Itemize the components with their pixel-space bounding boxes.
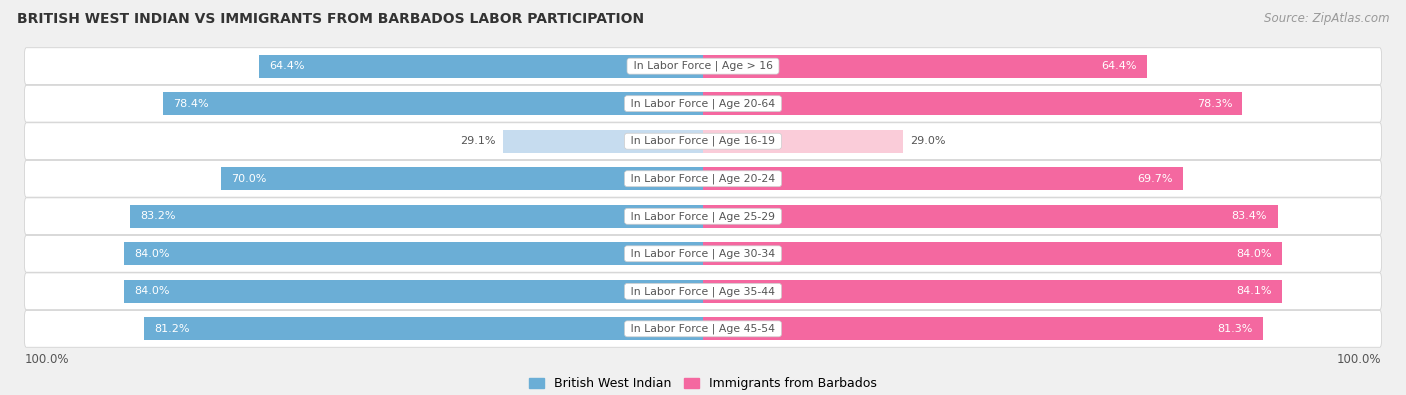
Text: 29.1%: 29.1% (460, 136, 496, 146)
Text: 83.2%: 83.2% (141, 211, 176, 221)
Bar (703, 167, 1184, 190)
Text: 84.0%: 84.0% (135, 249, 170, 259)
Bar (124, 242, 703, 265)
Bar (703, 205, 1278, 228)
Text: 100.0%: 100.0% (24, 353, 69, 366)
Bar (163, 92, 703, 115)
Bar (703, 92, 1243, 115)
Bar (221, 167, 703, 190)
Bar (129, 205, 703, 228)
Text: 64.4%: 64.4% (1101, 61, 1136, 71)
Text: 100.0%: 100.0% (1337, 353, 1382, 366)
Text: Source: ZipAtlas.com: Source: ZipAtlas.com (1264, 12, 1389, 25)
Text: 84.0%: 84.0% (1236, 249, 1271, 259)
FancyBboxPatch shape (24, 235, 1382, 272)
Text: 78.3%: 78.3% (1197, 99, 1232, 109)
Bar (124, 280, 703, 303)
Text: In Labor Force | Age 45-54: In Labor Force | Age 45-54 (627, 324, 779, 334)
FancyBboxPatch shape (24, 198, 1382, 235)
Text: In Labor Force | Age 16-19: In Labor Force | Age 16-19 (627, 136, 779, 147)
FancyBboxPatch shape (24, 48, 1382, 85)
Bar (703, 242, 1282, 265)
Text: 64.4%: 64.4% (270, 61, 305, 71)
Text: In Labor Force | Age > 16: In Labor Force | Age > 16 (630, 61, 776, 71)
Text: In Labor Force | Age 30-34: In Labor Force | Age 30-34 (627, 248, 779, 259)
FancyBboxPatch shape (24, 273, 1382, 310)
Bar (703, 130, 903, 153)
Text: 84.0%: 84.0% (135, 286, 170, 296)
Text: 81.3%: 81.3% (1218, 324, 1253, 334)
Text: In Labor Force | Age 25-29: In Labor Force | Age 25-29 (627, 211, 779, 222)
FancyBboxPatch shape (24, 160, 1382, 197)
Bar (703, 280, 1282, 303)
Bar (502, 130, 703, 153)
Text: 29.0%: 29.0% (910, 136, 945, 146)
Text: BRITISH WEST INDIAN VS IMMIGRANTS FROM BARBADOS LABOR PARTICIPATION: BRITISH WEST INDIAN VS IMMIGRANTS FROM B… (17, 12, 644, 26)
Text: In Labor Force | Age 20-24: In Labor Force | Age 20-24 (627, 173, 779, 184)
Text: 69.7%: 69.7% (1137, 174, 1173, 184)
Legend: British West Indian, Immigrants from Barbados: British West Indian, Immigrants from Bar… (524, 372, 882, 395)
Text: In Labor Force | Age 35-44: In Labor Force | Age 35-44 (627, 286, 779, 297)
Text: In Labor Force | Age 20-64: In Labor Force | Age 20-64 (627, 98, 779, 109)
Text: 83.4%: 83.4% (1232, 211, 1267, 221)
Bar (703, 317, 1263, 340)
Bar (143, 317, 703, 340)
Text: 78.4%: 78.4% (173, 99, 209, 109)
Text: 70.0%: 70.0% (231, 174, 267, 184)
Text: 81.2%: 81.2% (153, 324, 190, 334)
Bar (259, 55, 703, 78)
FancyBboxPatch shape (24, 310, 1382, 347)
Text: 84.1%: 84.1% (1236, 286, 1272, 296)
FancyBboxPatch shape (24, 85, 1382, 122)
FancyBboxPatch shape (24, 123, 1382, 160)
Bar (703, 55, 1147, 78)
